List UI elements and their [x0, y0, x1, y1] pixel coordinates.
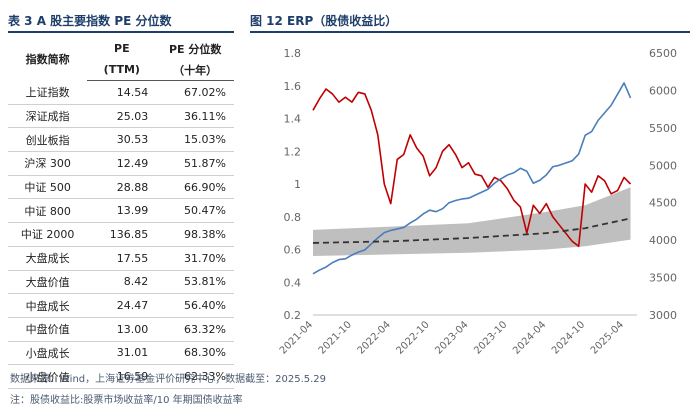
pe-cell: 14.54	[87, 80, 157, 105]
index-name-cell: 中盘价值	[8, 317, 88, 342]
table-row: 中盘成长 24.47 56.40%	[8, 293, 234, 318]
pe-cell: 8.42	[87, 270, 157, 295]
table-row: 中证 800 13.99 50.47%	[8, 198, 234, 224]
table-title-rule	[8, 31, 234, 33]
chart-title-rule	[250, 31, 690, 33]
index-name-cell: 上证指数	[8, 80, 88, 105]
percentile-cell: 56.40%	[156, 293, 234, 318]
table-row: 中证 2000 136.85 98.38%	[8, 222, 234, 247]
pe-cell: 12.49	[87, 151, 157, 176]
y-left-tick-label: 1.8	[284, 47, 302, 60]
pe-cell: 13.00	[87, 317, 157, 342]
percentile-cell: 98.38%	[156, 222, 234, 247]
pe-cell: 24.47	[87, 293, 157, 318]
chart-title: 图 12 ERP（股债收益比）	[250, 14, 398, 28]
y-right-tick-label: 3500	[649, 272, 677, 285]
pe-table: 指数简称 PE PE 分位数 (TTM) （十年） 上证指数 14.54 67.02…	[8, 38, 234, 389]
table-title: 表 3 A 股主要指数 PE 分位数	[8, 14, 172, 28]
y-left-tick-label: 1.6	[284, 80, 302, 93]
pe-cell: 28.88	[87, 175, 157, 200]
pe-cell: 17.55	[87, 246, 157, 271]
y-left-tick-label: 0.8	[284, 211, 302, 224]
index-name-cell: 中盘成长	[8, 293, 88, 318]
x-tick-label: 2023-10	[472, 319, 509, 356]
index-name-cell: 中证 2000	[8, 222, 88, 247]
pe-cell: 13.99	[87, 198, 157, 224]
x-tick-label: 2022-04	[356, 319, 393, 356]
y-right-tick-label: 3000	[649, 309, 677, 322]
x-tick-label: 2025-04	[589, 319, 626, 356]
index-name-cell: 创业板指	[8, 127, 88, 153]
y-left-tick-label: 0.2	[284, 309, 302, 322]
index-name-cell: 深证成指	[8, 104, 88, 129]
x-tick-label: 2024-04	[511, 319, 548, 356]
percentile-cell: 66.90%	[156, 175, 234, 200]
y-right-tick-label: 6500	[649, 47, 677, 60]
header-percentile: PE 分位数	[168, 42, 222, 56]
header-index-name: 指数简称	[25, 53, 70, 67]
table-row: 中证 500 28.88 66.90%	[8, 175, 234, 200]
index-name-cell: 小盘成长	[8, 341, 88, 366]
median-dashed-line	[312, 217, 631, 244]
index-name-cell: 大盘价值	[8, 270, 88, 295]
header-pe-sub: (TTM)	[87, 59, 157, 81]
pe-cell: 16.59	[87, 364, 157, 389]
percentile-cell: 62.33%	[156, 364, 234, 389]
percentile-cell: 67.02%	[156, 80, 234, 105]
x-tick-label: 2022-10	[394, 319, 431, 356]
blue-series-line	[312, 82, 632, 275]
index-name-cell: 中证 500	[8, 175, 88, 200]
header-percentile-sub: （十年）	[156, 59, 234, 81]
percentile-cell: 36.11%	[156, 104, 234, 129]
percentile-cell: 63.32%	[156, 317, 234, 342]
x-tick-label: 2023-04	[433, 319, 470, 356]
percentile-cell: 68.30%	[156, 341, 234, 366]
percentile-cell: 51.87%	[156, 151, 234, 176]
red-series-line	[312, 88, 632, 248]
table-row: 大盘成长 17.55 31.70%	[8, 246, 234, 271]
table-row: 小盘成长 31.01 68.30%	[8, 341, 234, 366]
y-right-tick-label: 4500	[649, 197, 677, 210]
pe-cell: 31.01	[87, 341, 157, 366]
y-left-tick-label: 1	[294, 178, 301, 191]
table-row: 上证指数 14.54 67.02%	[8, 80, 234, 105]
table-row: 中盘价值 13.00 63.32%	[8, 317, 234, 342]
y-left-tick-label: 0.6	[284, 244, 302, 257]
pe-cell: 136.85	[87, 222, 157, 247]
x-tick-label: 2021-04	[278, 319, 315, 356]
index-name-cell: 小盘价值	[8, 364, 88, 389]
percentile-cell: 15.03%	[156, 127, 234, 153]
x-tick-label: 2021-10	[317, 319, 354, 356]
table-row: 深证成指 25.03 36.11%	[8, 104, 234, 129]
percentile-cell: 53.81%	[156, 270, 234, 295]
table-row: 大盘价值 8.42 53.81%	[8, 270, 234, 295]
table-row: 沪深 300 12.49 51.87%	[8, 151, 234, 176]
header-pe: PE	[114, 42, 130, 55]
index-name-cell: 大盘成长	[8, 246, 88, 271]
percentile-band	[313, 187, 631, 257]
table-row: 小盘价值 16.59 62.33%	[8, 364, 234, 389]
y-left-tick-label: 1.4	[284, 113, 302, 126]
table-row: 创业板指 30.53 15.03%	[8, 127, 234, 153]
percentile-cell: 50.47%	[156, 198, 234, 224]
footer-note: 注：股债收益比:股票市场收益率/10 年期国债收益率	[10, 395, 243, 406]
pe-cell: 30.53	[87, 127, 157, 153]
index-name-cell: 中证 800	[8, 198, 88, 224]
index-name-cell: 沪深 300	[8, 151, 88, 176]
y-right-tick-label: 5500	[649, 122, 677, 135]
y-left-tick-label: 0.4	[284, 276, 302, 289]
pe-table-body: 上证指数 14.54 67.02% 深证成指 25.03 36.11% 创业板指 30.53 1…	[8, 80, 234, 389]
x-tick-label: 2024-10	[550, 319, 587, 356]
y-right-tick-label: 5000	[649, 159, 677, 172]
footer-source: 数据来源：Wind，上海证券基金评价研究中心；数据截至：2025.5.29	[10, 374, 327, 385]
y-left-tick-label: 1.2	[284, 145, 302, 158]
y-right-tick-label: 4000	[649, 234, 677, 247]
pe-cell: 25.03	[87, 104, 157, 129]
y-right-tick-label: 6000	[649, 84, 677, 97]
percentile-cell: 31.70%	[156, 246, 234, 271]
